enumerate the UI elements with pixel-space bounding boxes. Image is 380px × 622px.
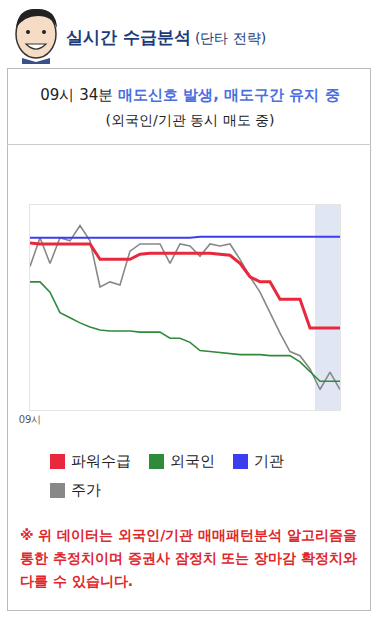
html-text:실시간 수급분석 (단타 전략): 실시간 수급분석 (단타 전략) [66, 27, 267, 47]
svg-text:09시: 09시 [19, 414, 42, 425]
html-text:기관: 기관 [254, 452, 284, 470]
html-text:주가: 주가 [71, 481, 101, 499]
html-text:(외국인/기관 동시 매도 중): (외국인/기관 동시 매도 중) [105, 112, 275, 128]
html-text:외국인: 외국인 [170, 452, 215, 470]
html-text:09시 34분 매도신호 발생, 매도구간 유지 중: 09시 34분 매도신호 발생, 매도구간 유지 중 [40, 86, 340, 104]
html-text:※ 위 데이터는 외국인/기관 매매패턴분석 알고리즘을 통: ※ 위 데이터는 외국인/기관 매매패턴분석 알고리즘을 통한 추정치이며 증권… [20, 527, 358, 589]
html-text:파워수급: 파워수급 [71, 452, 131, 470]
